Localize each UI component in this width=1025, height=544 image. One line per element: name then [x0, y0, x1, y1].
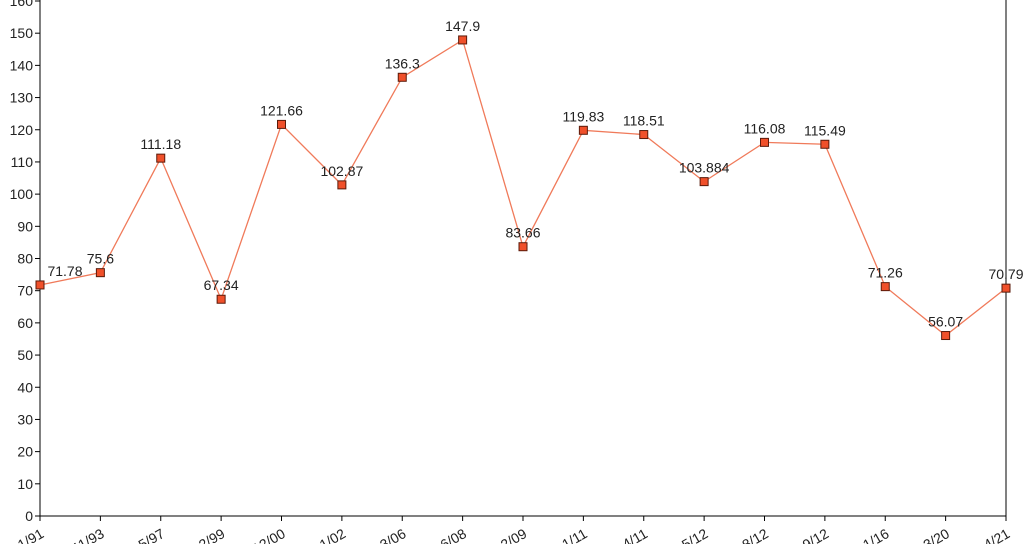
x-tick-label: 1/91: [15, 525, 47, 544]
x-tick-label: 11/93: [69, 525, 107, 544]
marker: [760, 137, 769, 147]
data-label: 67.34: [204, 277, 239, 293]
marker: [156, 153, 166, 163]
marker: [397, 72, 407, 82]
marker: [578, 125, 588, 135]
marker: [1001, 283, 1011, 293]
marker: [458, 35, 468, 45]
y-tick-label: 160: [10, 0, 34, 9]
y-tick-label: 60: [17, 315, 33, 331]
y-tick-label: 90: [17, 218, 33, 234]
marker: [337, 180, 347, 190]
data-label: 116.08: [744, 120, 786, 136]
marker: [216, 294, 226, 304]
data-label: 147.9: [445, 18, 480, 34]
x-tick-label: 1/11: [559, 525, 590, 544]
y-tick-label: 30: [17, 411, 33, 427]
x-tick-label: 5/97: [136, 525, 168, 544]
x-tick-label: 6/08: [437, 525, 469, 544]
marker: [35, 280, 45, 290]
data-label: 103.884: [679, 160, 730, 176]
y-tick-label: 150: [10, 25, 34, 41]
marker: [880, 282, 890, 292]
data-label: 56.07: [928, 314, 963, 330]
y-tick-label: 40: [17, 379, 33, 395]
data-label: 111.18: [140, 136, 181, 152]
y-tick-label: 70: [17, 283, 33, 299]
x-tick-label: 4/11: [619, 525, 650, 544]
y-tick-label: 20: [17, 444, 33, 460]
data-label: 71.26: [868, 265, 903, 281]
data-label: 118.51: [623, 113, 665, 129]
x-tick-label: 8/12: [739, 525, 771, 544]
y-tick-label: 120: [10, 122, 34, 138]
data-label: 83.66: [505, 225, 540, 241]
x-tick-label: 2/99: [196, 525, 228, 544]
data-label: 102.87: [320, 163, 363, 179]
x-tick-label: 3/20: [920, 525, 952, 544]
y-tick-label: 0: [25, 508, 33, 524]
marker: [639, 130, 649, 140]
data-label: 71.78: [47, 263, 82, 279]
y-tick-label: 110: [11, 154, 34, 170]
x-tick-label: 9/12: [800, 525, 832, 544]
y-tick-label: 130: [10, 90, 34, 106]
marker: [820, 139, 830, 149]
data-label: 115.49: [804, 122, 846, 138]
y-tick-label: 50: [17, 347, 33, 363]
x-tick-label: 12/00: [250, 525, 289, 544]
marker: [95, 268, 105, 278]
data-label: 75.6: [87, 251, 114, 267]
y-tick-label: 100: [10, 186, 34, 202]
line: [39, 38, 1007, 337]
marker: [277, 119, 286, 129]
y-tick-label: 10: [17, 476, 33, 492]
x-tick-label: 4/21: [981, 525, 1013, 544]
data-label: 136.3: [385, 55, 420, 71]
data-label: 70.79: [988, 266, 1023, 282]
x-tick-label: 1/16: [860, 525, 892, 544]
y-tick-label: 80: [17, 251, 33, 267]
x-tick-label: 1/02: [317, 525, 349, 544]
marker: [941, 331, 951, 341]
data-label: 119.83: [562, 108, 604, 124]
marker: [518, 242, 528, 252]
x-tick-label: 3/06: [377, 525, 409, 544]
x-tick-label: 2/09: [498, 525, 530, 544]
data-label: 121.66: [260, 102, 303, 118]
x-tick-label: 5/12: [679, 525, 711, 544]
y-tick-label: 140: [10, 57, 34, 73]
marker: [699, 177, 709, 187]
